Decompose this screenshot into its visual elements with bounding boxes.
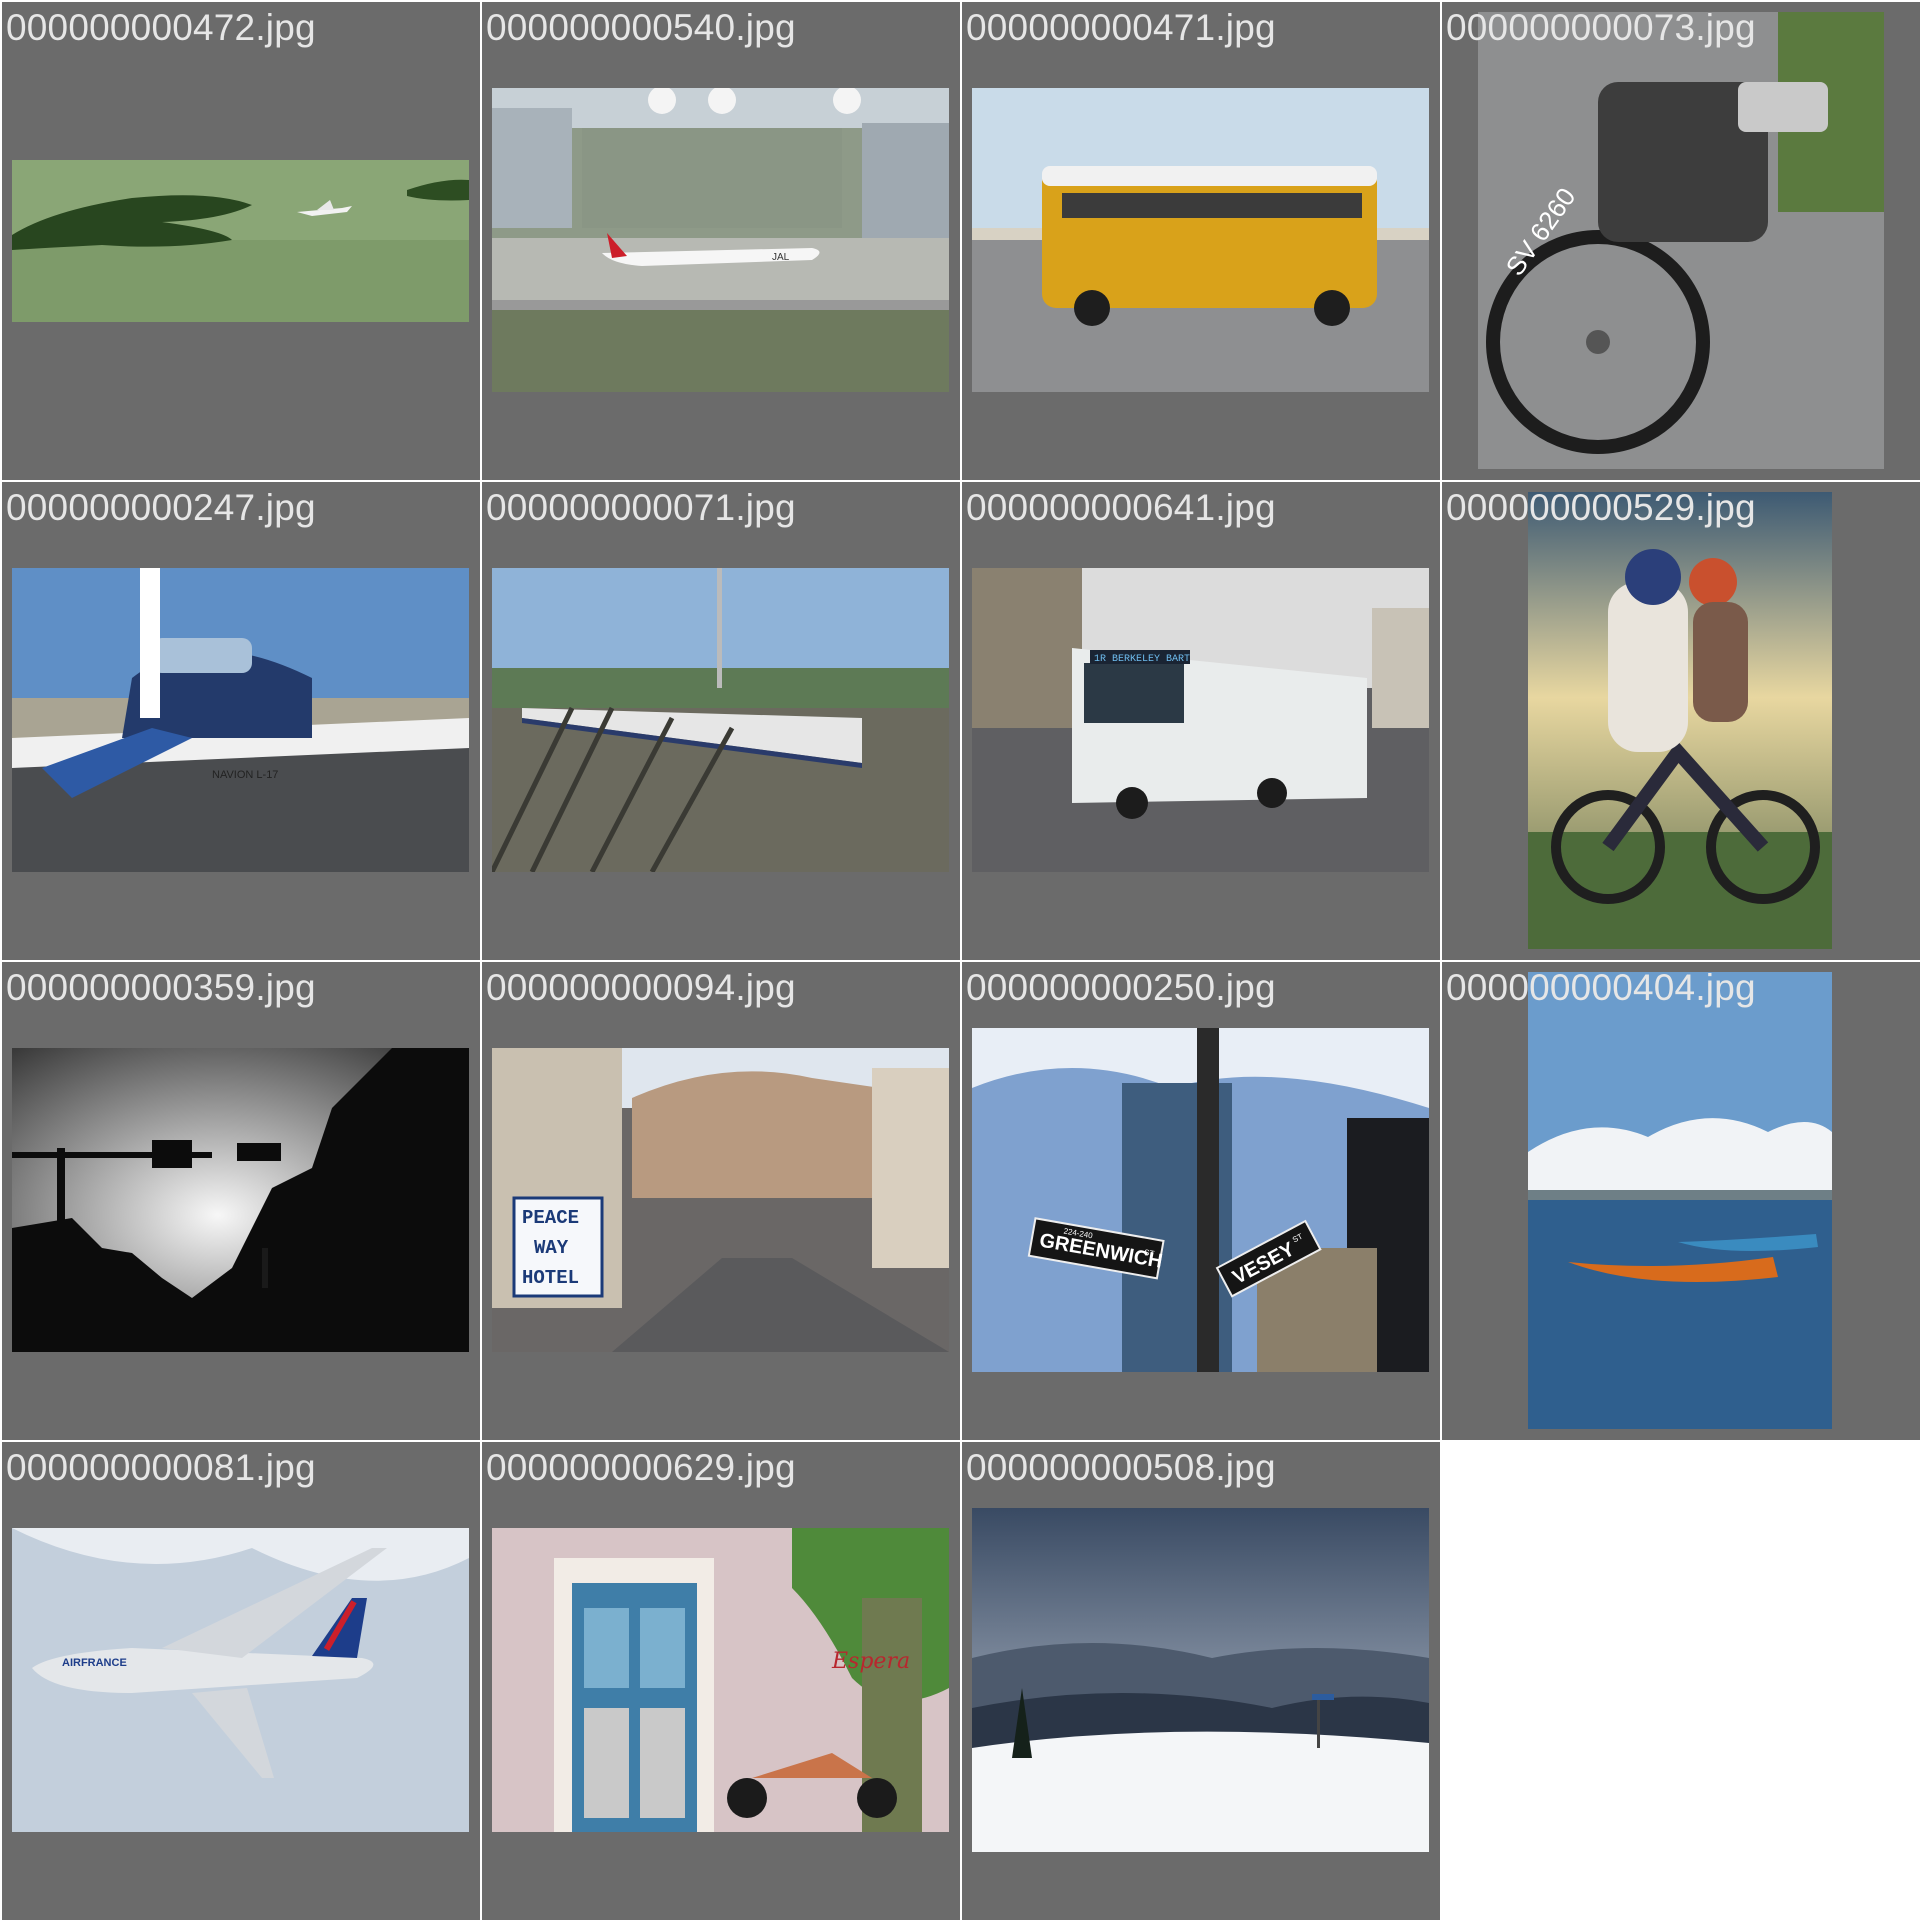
gallery-tile[interactable]: 000000000641.jpg 1R BERKELEY BART xyxy=(962,482,1440,960)
gallery-tile[interactable]: 000000000094.jpg PEACE WAY HOTEL xyxy=(482,962,960,1440)
thumbnail-hillside-street-hotel-sign: PEACE WAY HOTEL xyxy=(492,1048,949,1352)
gallery-tile[interactable]: 000000000540.jpg JAL xyxy=(482,2,960,480)
gallery-tile[interactable]: 000000000471.jpg xyxy=(962,2,1440,480)
thumbnail-yellow-school-bus xyxy=(972,88,1429,392)
hotel-sign-line2: WAY xyxy=(534,1237,569,1259)
thumbnail-greenwich-vesey-street-signs: GREENWICH ST 224-240 VESEY ST xyxy=(972,1028,1429,1372)
image-filename: 000000000629.jpg xyxy=(486,1447,796,1488)
thumbnail-door-and-minibike: Espera xyxy=(492,1528,949,1832)
gallery-tile[interactable]: 000000000071.jpg xyxy=(482,482,960,960)
image-filename: 000000000641.jpg xyxy=(966,487,1276,528)
gallery-tile[interactable]: 000000000472.jpg xyxy=(2,2,480,480)
thumbnail-airplane-over-green-water xyxy=(12,160,469,322)
gallery-tile[interactable]: 000000000081.jpg AIRFRANCE xyxy=(2,1442,480,1920)
image-filename: 000000000094.jpg xyxy=(486,967,796,1008)
plane-tag-text: NAVION L-17 xyxy=(212,769,278,781)
thumbnail-train-on-tracks xyxy=(492,568,949,872)
image-filename: 000000000250.jpg xyxy=(966,967,1276,1008)
gallery-tile[interactable]: 000000000359.jpg xyxy=(2,962,480,1440)
thumbnail-air-france-a380: AIRFRANCE xyxy=(12,1528,469,1832)
airline-livery-text: AIRFRANCE xyxy=(62,1657,127,1669)
gallery-tile[interactable]: 000000000508.jpg xyxy=(962,1442,1440,1920)
gallery-tile[interactable]: 000000000629.jpg Espera xyxy=(482,1442,960,1920)
image-filename: 000000000508.jpg xyxy=(966,1447,1276,1488)
image-filename: 000000000071.jpg xyxy=(486,487,796,528)
image-filename: 000000000472.jpg xyxy=(6,7,316,48)
wall-graffiti-text: Espera xyxy=(831,1649,910,1674)
thumbnail-traffic-light-silhouette xyxy=(12,1048,469,1352)
gallery-tile[interactable]: 000000000250.jpg GREENWICH ST 224-240 VE… xyxy=(962,962,1440,1440)
image-filename: 000000000471.jpg xyxy=(966,7,1276,48)
image-filename: 000000000359.jpg xyxy=(6,967,316,1008)
image-filename: 000000000404.jpg xyxy=(1446,967,1756,1008)
street-sign-vesey-suffix: ST xyxy=(1291,1232,1304,1245)
thumbnail-couple-on-dirt-bike xyxy=(1528,492,1832,949)
image-filename: 000000000540.jpg xyxy=(486,7,796,48)
gallery-tile[interactable]: 000000000247.jpg NAVION L-17 xyxy=(2,482,480,960)
gallery-tile[interactable]: 000000000404.jpg xyxy=(1442,962,1920,1440)
gallery-tile[interactable]: SV 6260 000000000073.jpg xyxy=(1442,2,1920,480)
gallery-tile[interactable]: 000000000529.jpg xyxy=(1442,482,1920,960)
thumbnail-small-propeller-airplane: NAVION L-17 xyxy=(12,568,469,872)
thumbnail-articulated-city-bus: 1R BERKELEY BART xyxy=(972,568,1429,872)
image-filename: 000000000073.jpg xyxy=(1446,7,1756,48)
image-filename: 000000000529.jpg xyxy=(1446,487,1756,528)
jal-logo-text: JAL xyxy=(772,252,790,263)
image-filename: 000000000081.jpg xyxy=(6,1447,316,1488)
thumbnail-vintage-motorcycle: SV 6260 xyxy=(1478,12,1884,469)
bus-route-text: 1R BERKELEY BART xyxy=(1094,654,1190,665)
image-filename: 000000000247.jpg xyxy=(6,487,316,528)
hotel-sign-line1: PEACE xyxy=(522,1207,579,1229)
thumbnail-jal-jet-at-airport: JAL xyxy=(492,88,949,392)
thumbnail-boats-on-lagoon xyxy=(1528,972,1832,1429)
hotel-sign-line3: HOTEL xyxy=(522,1267,579,1289)
street-sign-greenwich-suffix: ST xyxy=(1143,1248,1155,1259)
thumbnail-snowy-mountain-overlook xyxy=(972,1508,1429,1852)
